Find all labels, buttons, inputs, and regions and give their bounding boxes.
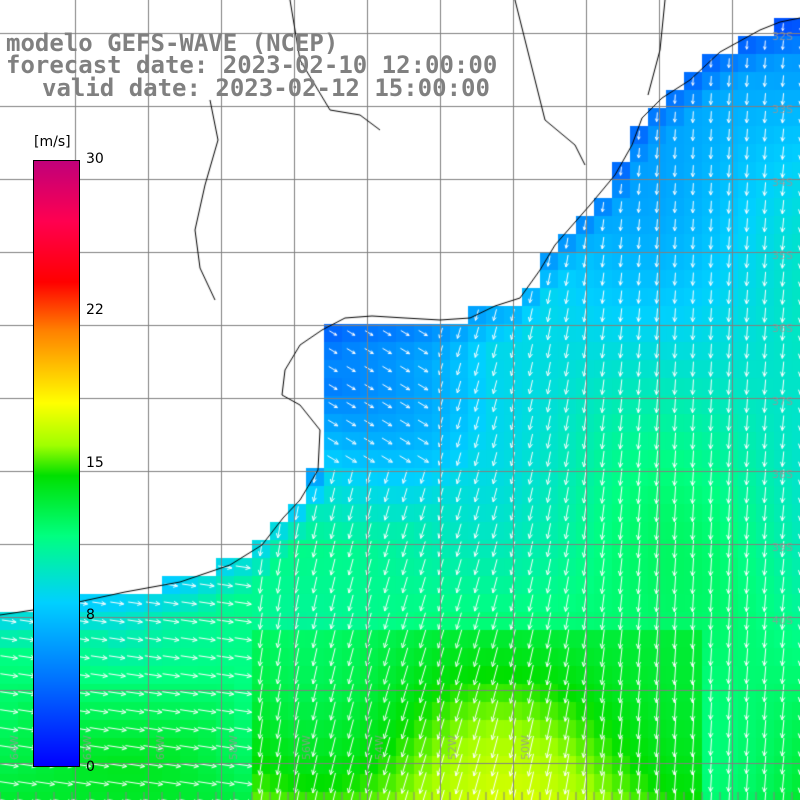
colorbar-tick-30: 30 xyxy=(86,151,104,167)
colorbar-tick-22: 22 xyxy=(86,302,104,318)
title-forecast-date: forecast date: 2023-02-10 12:00:00 xyxy=(6,51,498,79)
title-model: modelo GEFS-WAVE (NCEP) xyxy=(6,29,339,57)
colorbar-tick-0: 0 xyxy=(86,759,95,775)
colorbar xyxy=(33,160,80,767)
colorbar-tick-15: 15 xyxy=(86,455,104,471)
title-valid-date: valid date: 2023-02-12 15:00:00 xyxy=(42,74,490,102)
colorbar-tick-8: 8 xyxy=(86,607,95,623)
colorbar-unit-label: [m/s] xyxy=(34,134,71,150)
